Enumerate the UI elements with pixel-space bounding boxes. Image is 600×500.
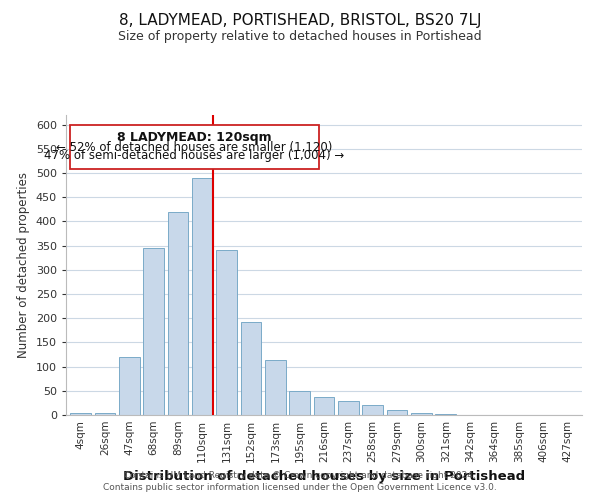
Bar <box>314 397 334 415</box>
Bar <box>265 360 286 415</box>
Bar <box>241 322 262 415</box>
Bar <box>143 248 164 415</box>
Text: 8, LADYMEAD, PORTISHEAD, BRISTOL, BS20 7LJ: 8, LADYMEAD, PORTISHEAD, BRISTOL, BS20 7… <box>119 12 481 28</box>
Text: Contains HM Land Registry data © Crown copyright and database right 2024.: Contains HM Land Registry data © Crown c… <box>124 471 476 480</box>
Bar <box>338 402 359 415</box>
Text: Contains public sector information licensed under the Open Government Licence v3: Contains public sector information licen… <box>103 484 497 492</box>
Bar <box>289 391 310 415</box>
Y-axis label: Number of detached properties: Number of detached properties <box>17 172 30 358</box>
Bar <box>167 212 188 415</box>
Bar <box>119 357 140 415</box>
Bar <box>70 412 91 415</box>
Text: 8 LADYMEAD: 120sqm: 8 LADYMEAD: 120sqm <box>117 132 272 144</box>
Bar <box>411 413 432 415</box>
Bar <box>436 414 456 415</box>
X-axis label: Distribution of detached houses by size in Portishead: Distribution of detached houses by size … <box>123 470 525 484</box>
Bar <box>362 406 383 415</box>
Text: ← 52% of detached houses are smaller (1,120): ← 52% of detached houses are smaller (1,… <box>56 140 332 153</box>
Bar <box>216 250 237 415</box>
Bar <box>386 410 407 415</box>
Bar <box>192 178 212 415</box>
Text: Size of property relative to detached houses in Portishead: Size of property relative to detached ho… <box>118 30 482 43</box>
Text: 47% of semi-detached houses are larger (1,004) →: 47% of semi-detached houses are larger (… <box>44 150 344 162</box>
FancyBboxPatch shape <box>70 124 319 169</box>
Bar <box>95 412 115 415</box>
